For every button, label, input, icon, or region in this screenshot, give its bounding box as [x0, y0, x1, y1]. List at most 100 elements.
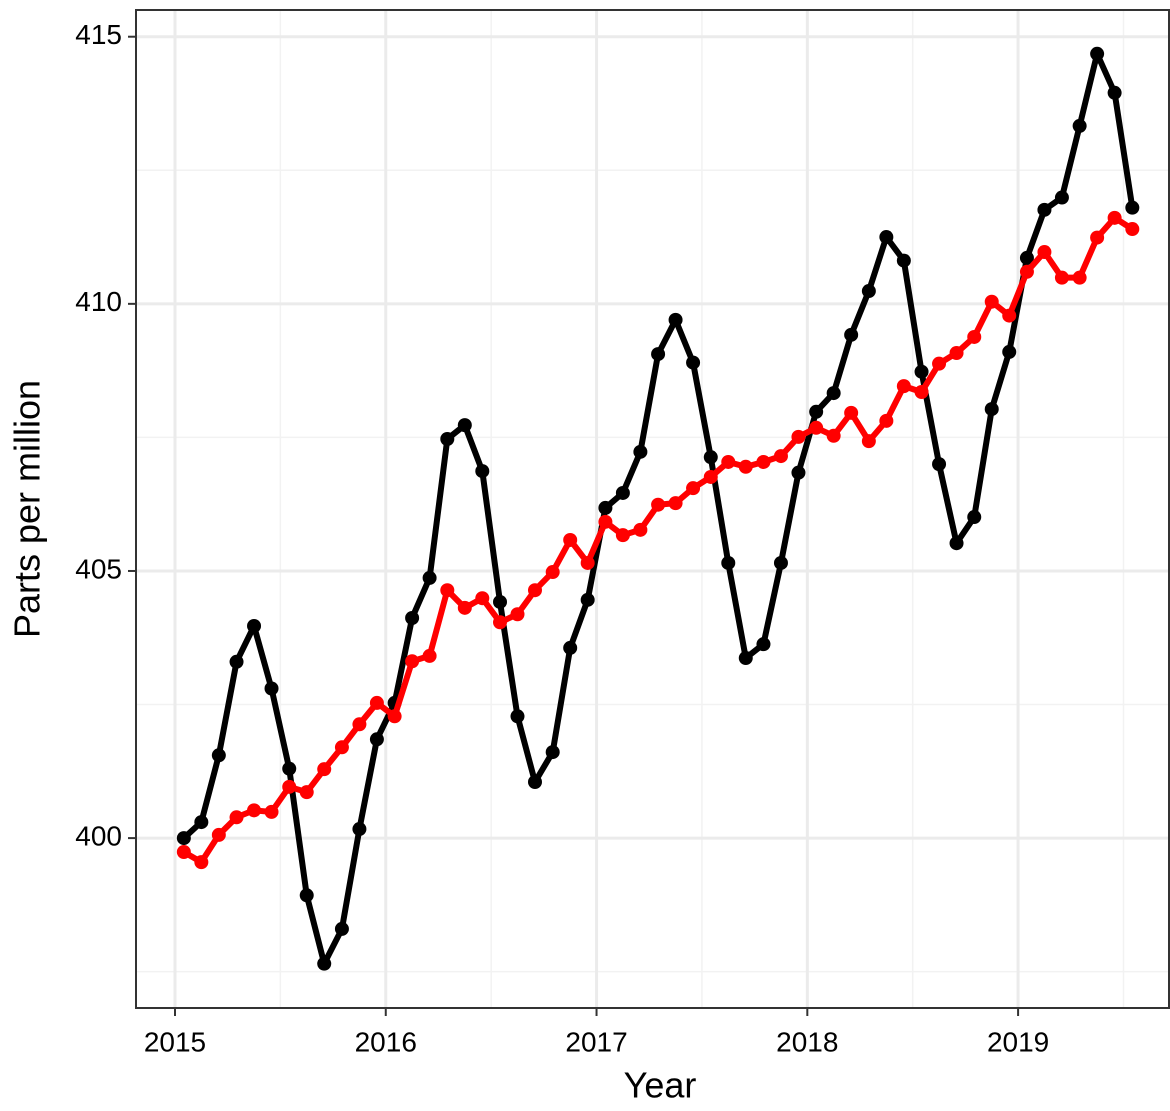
data-point	[861, 434, 876, 449]
data-point	[334, 921, 349, 936]
data-point	[967, 510, 982, 525]
data-point	[229, 654, 244, 669]
data-point	[668, 312, 683, 327]
data-point	[615, 485, 630, 500]
data-point	[932, 457, 947, 472]
data-point	[317, 762, 332, 777]
data-point	[545, 565, 560, 580]
x-tick-label: 2017	[565, 1026, 627, 1057]
data-point	[264, 681, 279, 696]
data-point	[738, 651, 753, 666]
data-point	[861, 284, 876, 299]
data-point	[299, 785, 314, 800]
data-point	[493, 615, 508, 630]
data-point	[756, 637, 771, 652]
x-axis-label: Year	[624, 1065, 697, 1106]
data-point	[967, 329, 982, 344]
data-point	[633, 444, 648, 459]
data-point	[879, 413, 894, 428]
data-point	[247, 803, 262, 818]
data-point	[932, 356, 947, 371]
data-point	[1019, 264, 1034, 279]
data-point	[615, 528, 630, 543]
data-point	[651, 347, 666, 362]
data-point	[510, 709, 525, 724]
data-point	[211, 827, 226, 842]
data-point	[984, 402, 999, 417]
data-point	[686, 355, 701, 370]
data-point	[738, 459, 753, 474]
data-point	[563, 640, 578, 655]
data-point	[440, 432, 455, 447]
data-point	[721, 555, 736, 570]
data-point	[949, 536, 964, 551]
y-tick-label: 415	[75, 19, 122, 50]
data-point	[282, 761, 297, 776]
x-tick-label: 2016	[355, 1026, 417, 1057]
y-axis-label: Parts per million	[7, 380, 48, 638]
y-tick-label: 400	[75, 820, 122, 851]
data-point	[211, 748, 226, 763]
data-point	[633, 522, 648, 537]
data-point	[1037, 202, 1052, 217]
data-point	[598, 500, 613, 515]
data-point	[352, 717, 367, 732]
data-point	[369, 732, 384, 747]
data-point	[984, 294, 999, 309]
data-point	[809, 420, 824, 435]
data-point	[598, 514, 613, 529]
data-point	[369, 695, 384, 710]
data-point	[914, 364, 929, 379]
data-point	[1090, 230, 1105, 245]
data-point	[1107, 210, 1122, 225]
data-point	[317, 956, 332, 971]
data-point	[510, 607, 525, 622]
data-point	[264, 804, 279, 819]
panel-border	[135, 9, 1170, 1009]
data-point	[844, 405, 859, 420]
data-point	[1090, 46, 1105, 61]
data-point	[527, 583, 542, 598]
data-point	[879, 230, 894, 245]
data-point	[387, 709, 402, 724]
data-point	[1002, 308, 1017, 323]
data-point	[176, 831, 191, 846]
data-point	[352, 822, 367, 837]
data-point	[686, 481, 701, 496]
y-tick-label: 405	[75, 553, 122, 584]
data-point	[563, 532, 578, 547]
data-point	[1019, 250, 1034, 265]
data-point	[1107, 85, 1122, 100]
data-point	[247, 619, 262, 634]
data-point	[493, 594, 508, 609]
data-point	[844, 327, 859, 342]
data-point	[791, 429, 806, 444]
data-point	[1072, 118, 1087, 133]
x-tick-label: 2018	[776, 1026, 838, 1057]
x-tick-label: 2015	[144, 1026, 206, 1057]
data-point	[896, 253, 911, 268]
data-point	[405, 610, 420, 625]
data-point	[475, 464, 490, 479]
data-point	[1054, 270, 1069, 285]
data-point	[896, 379, 911, 394]
data-point	[194, 855, 209, 870]
data-point	[773, 449, 788, 464]
data-point	[422, 648, 437, 663]
data-point	[651, 497, 666, 512]
data-point	[440, 583, 455, 598]
data-point	[914, 384, 929, 399]
data-point	[1072, 270, 1087, 285]
data-point	[668, 496, 683, 511]
data-point	[176, 844, 191, 859]
data-point	[1125, 200, 1140, 215]
data-point	[580, 592, 595, 607]
data-point	[1054, 190, 1069, 205]
data-point	[756, 454, 771, 469]
data-point	[405, 654, 420, 669]
data-point	[1125, 222, 1140, 237]
y-tick-label: 410	[75, 286, 122, 317]
data-point	[1037, 245, 1052, 260]
data-point	[334, 740, 349, 755]
